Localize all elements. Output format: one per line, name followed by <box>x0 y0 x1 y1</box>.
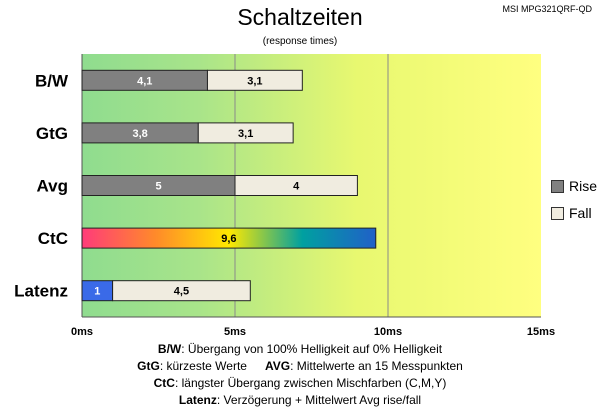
footnote-bw-text: : Übergang von 100% Helligkeit auf 0% He… <box>181 342 443 356</box>
bar-fall <box>197 122 294 144</box>
data-label-ctc: 9,6 <box>221 233 236 245</box>
legend-item-fall: Fall <box>551 205 597 221</box>
category-label: CtC <box>38 229 68 248</box>
footnote-latenz: Latenz: Verzögerung + Mittelwert Avg ris… <box>0 392 600 409</box>
bar-fall <box>206 69 303 91</box>
bar-fall <box>234 175 358 196</box>
footnote-avg-label: AVG <box>264 359 291 373</box>
footnote-latenz-text: : Verzögerung + Mittelwert Avg rise/fall <box>216 393 422 407</box>
bar-fall <box>112 280 251 302</box>
legend-swatch-rise <box>551 179 564 193</box>
footnote-avg-text: : Mittelwerte an 15 Messpunkten <box>290 359 463 373</box>
x-tick-label: 0ms <box>71 326 93 338</box>
footnote-bw: B/W: Übergang von 100% Helligkeit auf 0%… <box>0 341 600 358</box>
footnote-ctc-text: : längster Übergang zwischen Mischfarben… <box>174 376 447 390</box>
footnote-ctc: CtC: längster Übergang zwischen Mischfar… <box>0 375 600 392</box>
footnote-gtg-label: GtG <box>137 359 160 373</box>
data-label-fall: 4 <box>293 181 300 193</box>
data-label-rise: 3,8 <box>132 128 147 140</box>
model-label: MSI MPG321QRF-QD <box>502 4 592 14</box>
data-label-rise: 4,1 <box>137 75 152 87</box>
data-label-fall: 3,1 <box>247 75 262 87</box>
chart-subtitle: (response times) <box>262 36 338 47</box>
legend-label-rise: Rise <box>569 178 598 194</box>
footnote-ctc-label: CtC <box>153 376 175 390</box>
data-label-fall: 3,1 <box>238 128 253 140</box>
legend-item-rise: Rise <box>551 178 597 194</box>
data-label-fall: 4,5 <box>174 286 189 298</box>
legend-label-fall: Fall <box>569 205 592 221</box>
data-label-rise: 1 <box>94 286 100 298</box>
category-label: Latenz <box>14 282 68 301</box>
data-label-rise: 5 <box>155 181 161 193</box>
footnote-gtg-avg: GtG: kürzeste Werte AVG: Mittelwerte an 1… <box>0 358 600 375</box>
footnotes: B/W: Übergang von 100% Helligkeit auf 0%… <box>0 341 600 409</box>
footnote-bw-label: B/W <box>157 342 182 356</box>
footnote-gtg-text: : kürzeste Werte <box>159 359 247 373</box>
chart-legend: Rise Fall <box>551 178 597 232</box>
x-tick-label: 15ms <box>527 326 555 338</box>
category-label: GtG <box>36 124 68 143</box>
legend-swatch-fall <box>551 206 564 220</box>
category-label: Avg <box>37 177 69 196</box>
x-tick-label: 10ms <box>374 326 402 338</box>
chart-title: Schaltzeiten <box>237 4 363 30</box>
bar-ctc <box>81 227 377 249</box>
category-label: B/W <box>35 71 69 90</box>
footnote-latenz-label: Latenz <box>178 393 217 407</box>
x-tick-label: 5ms <box>224 326 246 338</box>
response-time-chart: 0ms 5ms 10ms 15ms B/W 4,1 3,1 GtG 3,8 3,1 Avg 5 4 CtC… <box>14 54 555 338</box>
